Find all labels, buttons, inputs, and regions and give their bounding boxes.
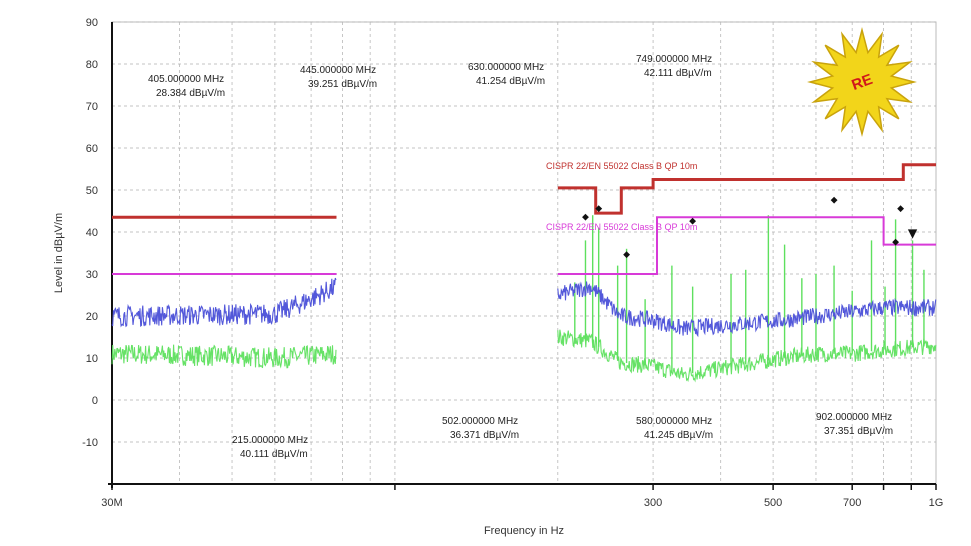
x-axis-label: Frequency in Hz bbox=[484, 525, 564, 537]
annotation-freq: 580.000000 MHz bbox=[636, 416, 712, 427]
y-tick-label: 60 bbox=[86, 143, 98, 155]
annotation-freq: 630.000000 MHz bbox=[468, 62, 544, 73]
markers: ▼ ◆ ◆ ◆ ◆ ◆ ◆ ◆ bbox=[582, 195, 920, 260]
peak-marker: ◆ bbox=[689, 216, 696, 226]
trace-peak bbox=[111, 277, 337, 328]
peak-marker: ◆ bbox=[892, 237, 899, 247]
limit-line bbox=[112, 216, 936, 275]
limit-label: CISPR 22/EN 55022 Class B QP 10m bbox=[546, 222, 697, 232]
x-tick-label: 700 bbox=[843, 497, 861, 509]
x-tick-label: 30M bbox=[101, 497, 122, 509]
trace-qp bbox=[111, 344, 337, 369]
limit-label: CISPR 22/EN 55022 Class B QP 10m bbox=[546, 161, 697, 171]
y-tick-label: 70 bbox=[86, 101, 98, 113]
plot-area bbox=[111, 21, 937, 485]
annotation-freq: 902.000000 MHz bbox=[816, 412, 892, 423]
marker-triangle: ▼ bbox=[905, 225, 921, 242]
annotation-freq: 405.000000 MHz bbox=[148, 74, 224, 85]
annotation-level: 41.245 dBµV/m bbox=[644, 430, 713, 441]
annotation-level: 42.111 dBµV/m bbox=[644, 68, 712, 79]
annotations: 405.000000 MHz 28.384 dBµV/m 445.000000 MH… bbox=[148, 54, 893, 460]
x-tick-label: 300 bbox=[644, 497, 662, 509]
y-tick-label: 0 bbox=[92, 395, 98, 407]
annotation-freq: 445.000000 MHz bbox=[300, 65, 376, 76]
y-tick-label: 90 bbox=[86, 17, 98, 29]
axes: 90 80 70 60 50 40 30 20 10 0 -10 30M 300 500 700 1G Freq… bbox=[53, 17, 943, 537]
peak-marker: ◆ bbox=[582, 211, 589, 221]
badge: RE bbox=[807, 27, 917, 137]
y-tick-label: 40 bbox=[86, 227, 98, 239]
trace-qp bbox=[557, 329, 937, 383]
traces bbox=[111, 215, 937, 383]
y-tick-label: 30 bbox=[86, 269, 98, 281]
peak-marker: ◆ bbox=[897, 203, 904, 213]
peak-marker: ◆ bbox=[623, 249, 630, 259]
y-axis-label: Level in dBµV/m bbox=[53, 213, 65, 293]
limit-lines: CISPR 22/EN 55022 Class B QP 10m CISPR 22… bbox=[112, 161, 936, 275]
badge-starburst bbox=[807, 27, 917, 137]
grid bbox=[111, 21, 937, 485]
limit-line bbox=[112, 163, 936, 219]
annotation-freq: 749.000000 MHz bbox=[636, 54, 712, 65]
annotation-freq: 502.000000 MHz bbox=[442, 416, 518, 427]
annotation-level: 36.371 dBµV/m bbox=[450, 430, 519, 441]
badge-text: RE bbox=[849, 71, 874, 94]
annotation-level: 39.251 dBµV/m bbox=[308, 79, 377, 90]
annotation-level: 40.111 dBµV/m bbox=[240, 449, 308, 460]
peak-marker: ◆ bbox=[831, 195, 838, 205]
y-tick-label: 80 bbox=[86, 59, 98, 71]
peak-marker: ◆ bbox=[595, 203, 602, 213]
annotation-level: 37.351 dBµV/m bbox=[824, 426, 893, 437]
x-tick-label: 500 bbox=[764, 497, 782, 509]
annotation-level: 41.254 dBµV/m bbox=[476, 76, 545, 87]
y-tick-label: 10 bbox=[86, 353, 98, 365]
trace-peak bbox=[557, 281, 937, 338]
annotation-level: 28.384 dBµV/m bbox=[156, 88, 225, 99]
y-tick-label: -10 bbox=[82, 437, 98, 449]
y-tick-label: 50 bbox=[86, 185, 98, 197]
x-tick-label: 1G bbox=[929, 497, 944, 509]
annotation-freq: 215.000000 MHz bbox=[232, 435, 308, 446]
y-tick-label: 20 bbox=[86, 311, 98, 323]
